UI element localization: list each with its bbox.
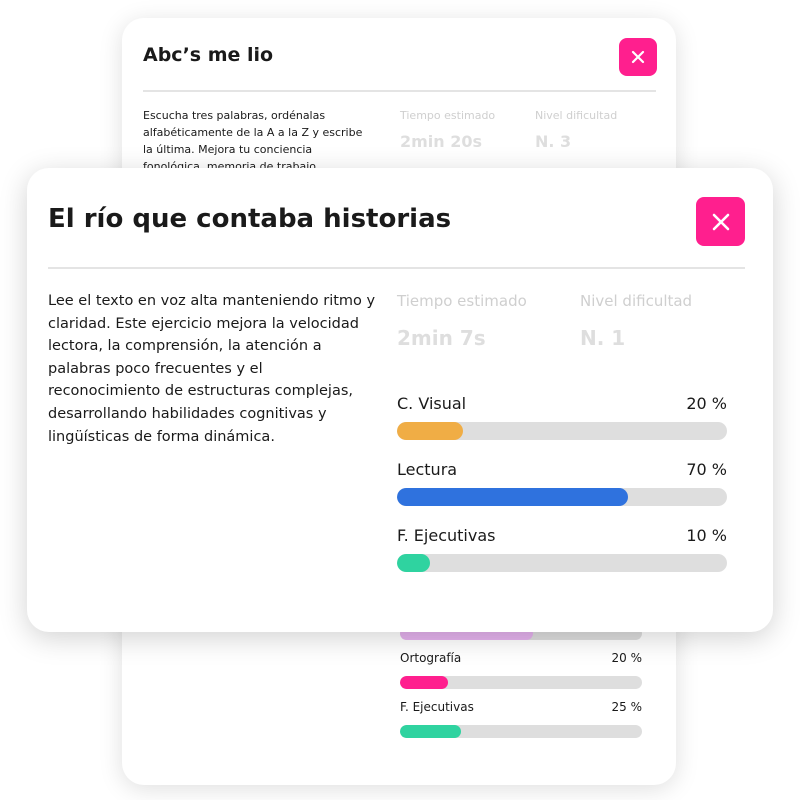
time-value: 2min 7s — [397, 326, 486, 350]
bar-track — [400, 725, 642, 738]
bar-track — [397, 422, 727, 440]
close-icon — [631, 50, 645, 64]
level-label: Nivel dificultad — [535, 109, 618, 122]
front-card: El río que contaba historias Lee el text… — [27, 168, 773, 632]
bar-label: C. Visual — [397, 394, 467, 413]
level-label: Nivel dificultad — [580, 292, 693, 310]
bar-value-label: 10 % — [686, 526, 727, 545]
bar-track — [400, 676, 642, 689]
bar-fill — [397, 488, 628, 506]
time-label: Tiempo estimado — [397, 292, 527, 310]
card-description: Lee el texto en voz alta manteniendo rit… — [48, 293, 376, 445]
divider — [48, 267, 745, 269]
bar-label: F. Ejecutivas — [400, 700, 474, 714]
level-value: N. 1 — [580, 326, 626, 350]
close-button[interactable] — [696, 197, 745, 246]
bar-fill — [400, 676, 449, 689]
bar-value-label: 20 % — [686, 394, 727, 413]
close-icon — [712, 213, 729, 230]
level-value: N. 3 — [535, 132, 572, 151]
card-title: Abc’s me lio — [143, 44, 274, 66]
bar-value-label: 20 % — [611, 651, 643, 665]
bar-fill — [397, 554, 430, 572]
bar-value-label: 25 % — [611, 700, 643, 714]
bar-track — [397, 488, 727, 506]
bar-label: Lectura — [397, 460, 458, 479]
bar-track — [397, 554, 727, 572]
bar-label: Ortografía — [400, 651, 462, 665]
card-title: El río que contaba historias — [48, 204, 452, 234]
time-label: Tiempo estimado — [400, 109, 496, 122]
bar-label: F. Ejecutivas — [397, 526, 496, 545]
divider — [143, 90, 656, 92]
time-value: 2min 20s — [400, 132, 483, 151]
close-button[interactable] — [619, 38, 657, 76]
bar-fill — [397, 422, 463, 440]
card-description: Escucha tres palabras, ordénalas alfabét… — [143, 109, 363, 173]
bar-value-label: 70 % — [686, 460, 727, 479]
bar-fill — [400, 725, 461, 738]
